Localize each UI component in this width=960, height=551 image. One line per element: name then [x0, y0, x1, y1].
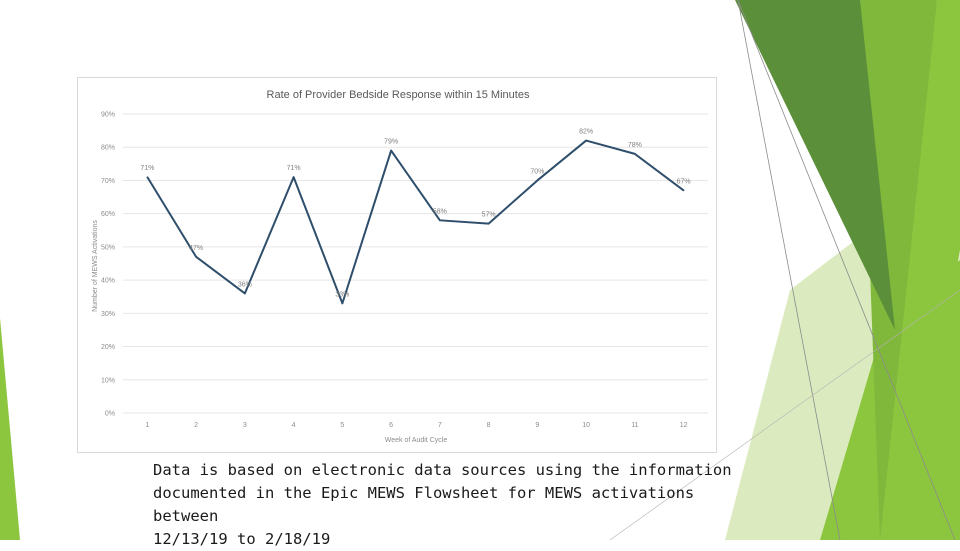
data-label: 33% — [335, 291, 349, 298]
x-axis-label: Week of Audit Cycle — [385, 437, 448, 444]
data-point — [390, 149, 392, 152]
x-tick-label: 10 — [582, 422, 590, 429]
y-tick-label: 70% — [101, 178, 115, 185]
data-point — [146, 176, 149, 178]
caption-line-1: Data is based on electronic data sources… — [153, 461, 732, 479]
y-tick-label: 90% — [101, 112, 115, 119]
x-tick-label: 1 — [145, 422, 149, 429]
data-point — [634, 153, 636, 155]
decor-bright-green-strip — [880, 0, 960, 540]
x-tick-label: 12 — [680, 422, 688, 429]
data-label: 57% — [482, 212, 496, 219]
caption-line-3: 12/13/19 to 2/18/19 — [153, 530, 331, 548]
chart-gridlines — [123, 113, 708, 414]
data-point — [536, 179, 539, 182]
x-tick-label: 9 — [535, 422, 539, 429]
x-tick-label: 2 — [194, 422, 198, 429]
data-label: 36% — [238, 281, 252, 288]
decor-thin-line-2 — [737, 0, 956, 540]
y-tick-label: 30% — [101, 311, 115, 318]
x-tick-label: 8 — [487, 422, 491, 429]
x-tick-label: 6 — [389, 422, 393, 429]
x-tick-label: 3 — [243, 422, 247, 429]
decor-thin-line-3 — [609, 289, 960, 540]
decor-thin-line-1 — [737, 0, 841, 540]
data-point — [341, 302, 344, 305]
series-line — [146, 139, 685, 305]
y-tick-label: 60% — [101, 211, 115, 218]
decor-dark-green-arrow — [735, 0, 895, 330]
y-tick-label: 20% — [101, 344, 115, 351]
data-point — [195, 256, 197, 258]
line-chart: Rate of Provider Bedside Response within… — [92, 89, 708, 444]
data-point — [292, 176, 295, 178]
data-label: 71% — [287, 165, 301, 172]
data-label: 47% — [189, 245, 203, 252]
chart-title: Rate of Provider Bedside Response within… — [267, 89, 530, 101]
data-label: 71% — [140, 165, 154, 172]
y-axis-label: Number of MEWS Activations — [92, 220, 99, 312]
caption-line-2: documented in the Epic MEWS Flowsheet fo… — [153, 484, 695, 525]
decor-green-band — [860, 0, 937, 540]
x-tick-label: 4 — [292, 422, 296, 429]
data-point — [682, 189, 685, 192]
data-label: 82% — [579, 129, 593, 136]
data-point — [585, 139, 587, 142]
y-tick-label: 80% — [101, 145, 115, 152]
x-axis-ticks: 1 2 3 4 5 6 7 8 9 10 11 12 — [145, 422, 687, 429]
data-point — [439, 219, 441, 222]
data-label: 67% — [677, 178, 691, 185]
data-label: 58% — [433, 208, 447, 215]
x-tick-label: 11 — [631, 422, 638, 429]
data-label: 79% — [384, 139, 398, 146]
chart-data-labels: 71% 47% 36% 71% 33% 79% 58% 57% 70% 82% 78% 67% — [140, 129, 690, 299]
data-label: 78% — [628, 142, 642, 149]
x-tick-label: 5 — [340, 422, 344, 429]
data-point — [244, 292, 246, 295]
y-tick-label: 50% — [101, 244, 115, 251]
data-point — [487, 222, 490, 225]
left-green-edge — [0, 318, 20, 540]
caption-text: Data is based on electronic data sources… — [153, 459, 753, 551]
data-label: 70% — [530, 168, 544, 175]
y-tick-label: 0% — [105, 411, 115, 418]
y-tick-label: 40% — [101, 278, 115, 285]
chart-series — [146, 139, 685, 305]
y-axis-ticks: 0% 10% 20% 30% 40% 50% 60% 70% 80% 90% — [101, 112, 115, 418]
chart-panel: Rate of Provider Bedside Response within… — [77, 77, 717, 453]
y-tick-label: 10% — [101, 377, 115, 384]
x-tick-label: 7 — [438, 422, 442, 429]
